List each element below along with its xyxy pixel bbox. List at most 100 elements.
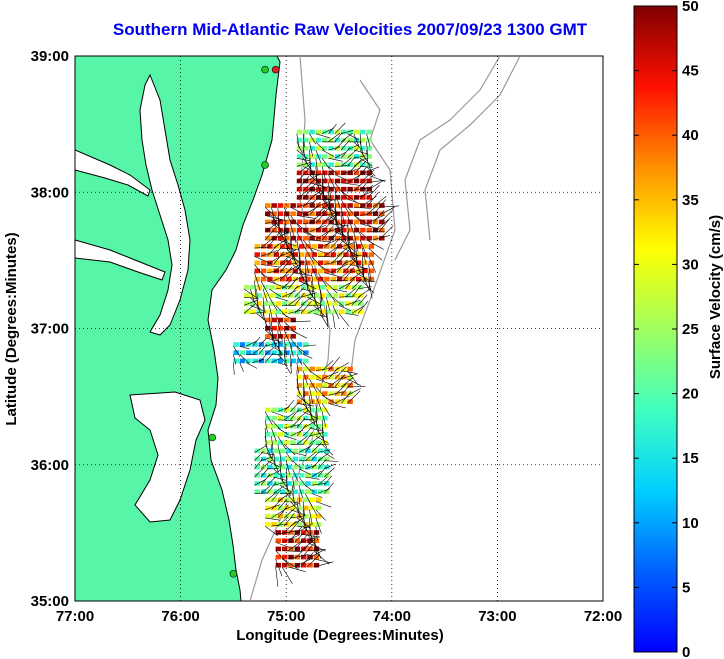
velocity-vector [273,251,285,265]
velocity-cell [347,219,353,225]
velocity-vector [260,264,279,268]
velocity-vector [315,141,325,151]
velocity-cell [322,178,328,184]
velocity-vector [283,346,286,360]
velocity-cell [284,219,290,225]
velocity-vector [296,436,308,445]
velocity-vector [303,418,316,421]
velocity-vector [347,388,361,396]
x-tick-label: 74:00 [373,608,411,625]
velocity-cell [288,293,294,298]
velocity-vector [336,268,353,282]
velocity-vector [317,256,335,258]
velocity-vector [309,411,316,424]
velocity-vector [341,130,354,134]
velocity-cell [275,309,282,315]
velocity-vector [290,320,311,322]
velocity-cell [307,309,313,315]
velocity-cell [315,505,322,511]
velocity-cell [309,178,315,184]
velocity-cell [271,235,277,241]
velocity-cell [360,137,366,143]
velocity-vector [296,167,311,183]
velocity-cell [282,546,288,552]
velocity-vectors [233,122,400,587]
velocity-vector [315,395,322,411]
velocity-cell [296,203,303,208]
velocity-vector [321,174,324,195]
velocity-vector [328,124,337,134]
velocity-vector [292,264,306,275]
velocity-cell [315,513,322,519]
velocity-cell [279,276,286,282]
velocity-cell [353,170,360,176]
velocity-vector [283,362,291,374]
velocity-vector [351,294,362,306]
velocity-cell [269,309,275,315]
velocity-cell [267,252,273,257]
velocity-cell [277,342,284,347]
colorbar-tick-label: 5 [682,579,690,596]
velocity-cell [341,154,347,159]
velocity-cell [284,235,290,241]
velocity-cell [290,432,296,437]
velocity-vector [292,493,296,506]
velocity-cell [324,268,330,274]
velocity-cell [250,309,256,315]
velocity-vector [288,540,304,551]
velocity-cell [358,301,364,306]
bathymetry-contour [349,79,396,381]
velocity-cell [284,440,290,445]
velocity-vector [294,292,305,306]
velocity-cell [298,268,305,274]
velocity-cell [284,407,290,413]
velocity-cell [298,464,305,470]
velocity-cell [298,456,305,462]
velocity-vector [277,435,287,450]
velocity-cell [322,235,328,241]
velocity-vector [315,166,318,181]
velocity-cell [322,424,328,429]
velocity-cell [313,562,320,568]
velocity-cell [296,424,303,429]
velocity-vector [264,206,279,220]
velocity-cell [273,456,279,462]
velocity-cell [313,554,320,560]
velocity-cell [273,448,279,454]
velocity-vector [317,280,323,300]
velocity-vector [296,395,310,406]
velocity-cell [303,358,309,364]
velocity-cell [296,432,303,437]
velocity-vector [260,456,273,461]
velocity-vector [361,248,367,265]
velocity-vector [264,444,272,458]
velocity-vector [309,432,324,437]
velocity-cell [360,146,366,151]
velocity-cell [339,301,345,306]
velocity-vector [292,248,296,265]
velocity-vector [353,157,367,167]
velocity-cell [358,285,364,290]
velocity-vector [328,226,345,241]
velocity-vector [277,321,283,342]
velocity-cell [322,391,328,396]
velocity-vector [302,177,317,192]
velocity-cell [277,325,284,331]
velocity-vector [313,313,328,318]
colorbar-tick-label: 35 [682,192,699,209]
velocity-cell [322,415,328,421]
velocity-vector [355,272,371,282]
velocity-vector [378,217,391,232]
velocity-cell [271,227,277,233]
velocity-cell [296,407,303,413]
velocity-vector [281,520,297,535]
velocity-cell [311,489,317,494]
velocity-vector [309,174,325,189]
velocity-cell [360,195,366,200]
velocity-vector [353,160,367,175]
velocity-cell [301,301,307,306]
radar-station-marker [261,161,269,169]
velocity-vector [233,362,235,375]
velocity-vector [336,259,348,273]
y-axis: 39:00 38:00 37:00 36:00 35:00 [31,48,69,610]
